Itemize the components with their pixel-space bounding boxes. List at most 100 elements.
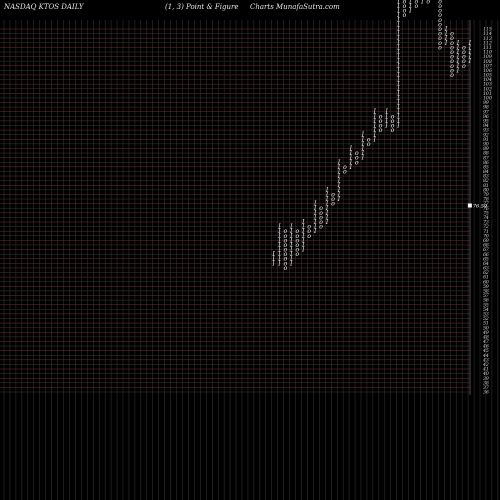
pnf-o-mark: o bbox=[438, 12, 442, 19]
y-tick-label: 60 bbox=[483, 279, 489, 285]
pnf-o-mark: o bbox=[403, 0, 407, 5]
pnf-x-mark: I bbox=[456, 44, 460, 51]
y-tick-label: 101 bbox=[483, 91, 492, 97]
y-tick-label: 52 bbox=[483, 316, 489, 322]
pnf-o-mark: o bbox=[450, 67, 454, 74]
pnf-x-mark: I bbox=[384, 113, 388, 120]
pnf-o-mark: o bbox=[450, 49, 454, 56]
pnf-x-mark: I bbox=[277, 224, 281, 231]
pnf-x-mark: I bbox=[372, 122, 376, 129]
pnf-x-mark: I bbox=[337, 159, 341, 166]
pnf-o-mark: o bbox=[438, 26, 442, 33]
pnf-x-mark: I bbox=[396, 44, 400, 51]
pnf-x-mark: I bbox=[361, 141, 365, 148]
pnf-o-mark: o bbox=[379, 118, 383, 125]
pnf-x-mark: I bbox=[361, 136, 365, 143]
pnf-x-mark: I bbox=[289, 260, 293, 267]
pnf-x-mark: I bbox=[301, 237, 305, 244]
y-tick-label: 81 bbox=[483, 183, 489, 189]
pnf-x-mark: I bbox=[271, 251, 275, 258]
pnf-o-mark: o bbox=[284, 265, 288, 272]
pnf-x-mark: I bbox=[289, 242, 293, 249]
y-tick-label: 94 bbox=[483, 123, 489, 129]
pnf-o-mark: o bbox=[403, 12, 407, 19]
pnf-x-mark: I bbox=[396, 81, 400, 88]
pnf-o-mark: o bbox=[295, 237, 299, 244]
pnf-x-mark: I bbox=[277, 237, 281, 244]
pnf-o-mark: o bbox=[319, 205, 323, 212]
pnf-x-mark: I bbox=[444, 35, 448, 42]
y-tick-label: 100 bbox=[483, 96, 492, 102]
vertical-gridlines bbox=[3, 20, 499, 500]
pnf-x-mark: I bbox=[384, 122, 388, 129]
pnf-x-mark: I bbox=[337, 173, 341, 180]
y-tick-label: 68 bbox=[483, 243, 489, 249]
pnf-x-mark: I bbox=[349, 145, 353, 152]
pnf-o-mark: o bbox=[426, 0, 430, 1]
pnf-x-mark: I bbox=[301, 224, 305, 231]
pnf-o-mark: o bbox=[295, 233, 299, 240]
y-tick-label: 89 bbox=[483, 146, 489, 152]
pnf-o-mark: o bbox=[403, 0, 407, 1]
pnf-o-mark: o bbox=[331, 201, 335, 208]
pnf-x-mark: I bbox=[337, 182, 341, 189]
pnf-o-mark: o bbox=[379, 113, 383, 120]
horizontal-gridlines bbox=[0, 20, 471, 395]
pnf-o-mark: o bbox=[391, 127, 395, 134]
pnf-x-mark: I bbox=[337, 164, 341, 171]
pnf-x-mark: I bbox=[396, 0, 400, 1]
pnf-o-mark: o bbox=[355, 155, 359, 162]
y-tick-label: 93 bbox=[483, 128, 489, 134]
y-tick-label: 102 bbox=[483, 86, 492, 92]
pnf-x-mark: I bbox=[444, 31, 448, 38]
pnf-o-mark: o bbox=[438, 0, 442, 1]
pnf-x-mark: I bbox=[301, 242, 305, 249]
pnf-x-mark: I bbox=[408, 8, 412, 15]
y-tick-label: 105 bbox=[483, 73, 492, 79]
pnf-x-mark: I bbox=[396, 26, 400, 33]
y-axis: 3637383940414243444546474849505152535455… bbox=[482, 27, 492, 396]
pnf-x-mark: I bbox=[396, 49, 400, 56]
pnf-o-mark: o bbox=[450, 72, 454, 79]
pnf-x-mark: I bbox=[396, 109, 400, 116]
y-tick-label: 71 bbox=[483, 229, 489, 235]
y-tick-label: 95 bbox=[483, 118, 489, 124]
pnf-o-mark: o bbox=[438, 3, 442, 10]
y-tick-label: 45 bbox=[482, 348, 489, 354]
pnf-x-mark: I bbox=[420, 0, 424, 1]
pnf-x-mark: I bbox=[468, 40, 472, 47]
pnf-o-mark: o bbox=[319, 210, 323, 217]
pnf-x-mark: I bbox=[325, 191, 329, 198]
pnf-o-mark: o bbox=[438, 31, 442, 38]
pnf-x-mark: I bbox=[396, 122, 400, 129]
pnf-x-mark: I bbox=[289, 233, 293, 240]
pnf-o-mark: o bbox=[343, 164, 347, 171]
y-tick-label: 79 bbox=[483, 192, 489, 198]
pnf-x-mark: I bbox=[444, 40, 448, 47]
y-tick-label: 38 bbox=[483, 380, 489, 386]
y-tick-label: 53 bbox=[483, 311, 489, 317]
pnf-x-mark: I bbox=[301, 219, 305, 226]
pnf-o-mark: o bbox=[438, 21, 442, 28]
pnf-x-mark: I bbox=[468, 44, 472, 51]
pnf-x-mark: I bbox=[337, 187, 341, 194]
pnf-x-mark: I bbox=[277, 242, 281, 249]
pnf-o-mark: o bbox=[295, 251, 299, 258]
pnf-x-mark: I bbox=[349, 155, 353, 162]
pnf-o-mark: o bbox=[450, 31, 454, 38]
pnf-o-mark: o bbox=[379, 127, 383, 134]
pnf-o-mark: o bbox=[462, 63, 466, 70]
pnf-o-mark: o bbox=[450, 35, 454, 42]
pnf-x-mark: I bbox=[349, 150, 353, 157]
pnf-x-mark: I bbox=[468, 49, 472, 56]
pnf-o-mark: o bbox=[343, 168, 347, 175]
pnf-x-mark: I bbox=[444, 26, 448, 33]
y-tick-label: 96 bbox=[483, 114, 489, 120]
pnf-o-mark: o bbox=[414, 0, 418, 1]
y-tick-label: 108 bbox=[483, 59, 492, 65]
pnf-o-mark: o bbox=[319, 214, 323, 221]
pnf-o-mark: o bbox=[355, 150, 359, 157]
pnf-x-mark: I bbox=[361, 132, 365, 139]
y-tick-label: 92 bbox=[483, 132, 489, 138]
